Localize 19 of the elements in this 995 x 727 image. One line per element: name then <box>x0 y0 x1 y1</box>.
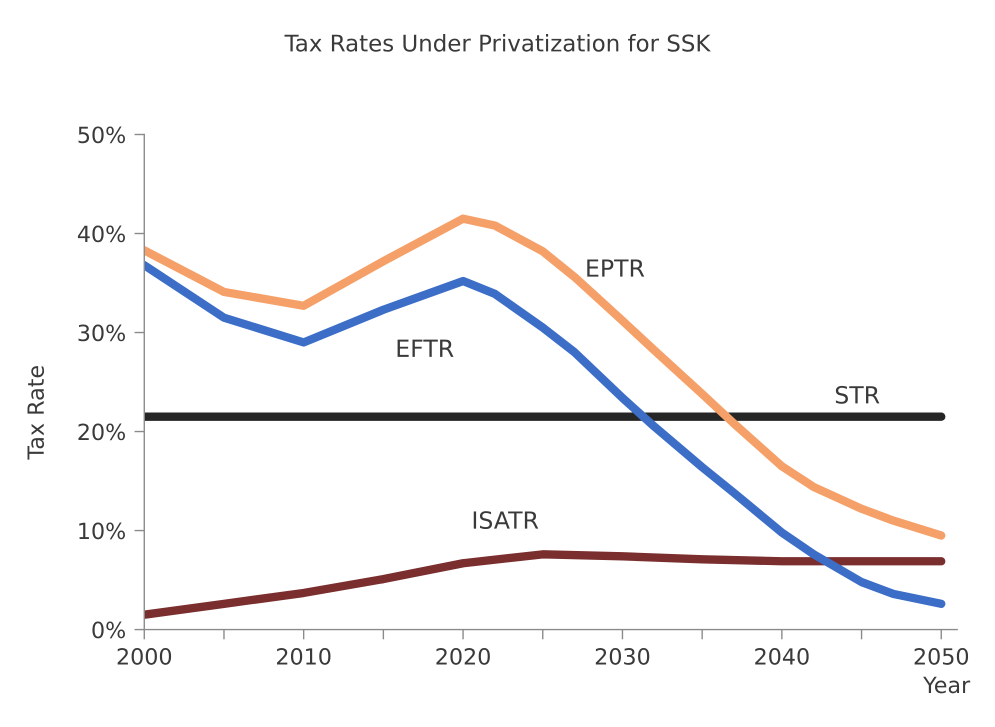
x-tick-label: 2000 <box>118 648 172 665</box>
y-tick-label: 20% <box>78 423 125 440</box>
x-tick-label: 2030 <box>596 648 650 665</box>
series-label: ISATR <box>474 511 538 529</box>
chart-title: Tax Rates Under Privatization for SSK <box>284 34 711 52</box>
series-label: STR <box>836 386 880 404</box>
series-label: EPTR <box>587 259 644 277</box>
x-axis-title: Year <box>923 676 970 694</box>
x-tick-label: 2020 <box>436 648 490 665</box>
y-axis-title: Tax Rate <box>28 366 44 460</box>
y-tick-label: 0% <box>92 622 125 638</box>
x-tick-label: 2010 <box>277 648 330 665</box>
x-tick-label: 2050 <box>914 648 968 665</box>
y-tick-label: 40% <box>78 225 125 242</box>
series-label: EFTR <box>398 340 454 357</box>
y-tick-label: 50% <box>78 126 125 144</box>
y-tick-label: 30% <box>78 324 125 342</box>
x-tick-label: 2040 <box>755 648 809 665</box>
y-tick-label: 10% <box>79 522 125 540</box>
